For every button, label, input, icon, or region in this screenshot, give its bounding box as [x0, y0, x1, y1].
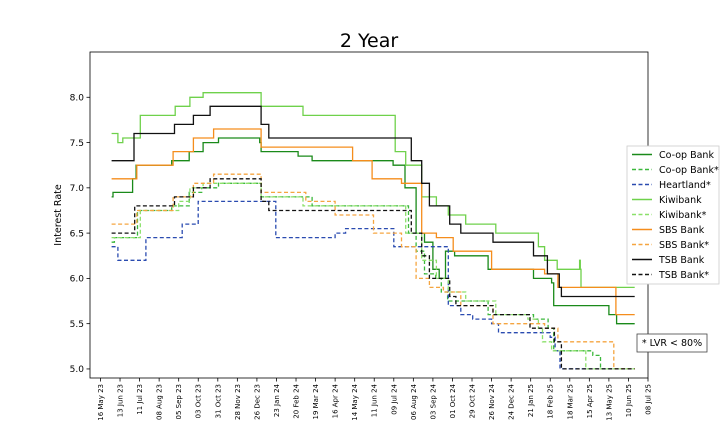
- x-tick-label: 03 Sep 24: [429, 383, 437, 419]
- x-tick-label: 26 Nov 24: [488, 383, 496, 419]
- x-tick-label: 16 May 23: [97, 384, 105, 421]
- y-axis: 5.0 5.5 6.0 6.5 7.0 7.5 8.0: [70, 93, 90, 375]
- x-tick-label: 21 Jan 25: [527, 384, 535, 417]
- x-tick-label: 23 Jan 24: [273, 383, 281, 417]
- x-tick-label: 11 Jun 24: [371, 383, 379, 417]
- x-tick-label: 19 Mar 24: [312, 383, 320, 419]
- note-box: [636, 333, 708, 353]
- x-tick-label: 18 Feb 25: [547, 384, 555, 419]
- series-line-5: [111, 128, 635, 316]
- x-tick-label: 09 Jul 24: [390, 383, 398, 414]
- x-tick-label: 16 Apr 24: [332, 383, 340, 418]
- y-tick-label: 7.0: [70, 184, 85, 194]
- legend[interactable]: Co-op Bank Co-op Bank* Heartland* Kiwibank K…: [626, 145, 720, 285]
- x-tick-label: 01 Oct 24: [449, 383, 457, 418]
- legend-item-label[interactable]: Kiwibank: [659, 195, 702, 206]
- y-tick-label: 7.5: [70, 139, 84, 149]
- x-tick-label: 29 Oct 24: [469, 383, 477, 418]
- series-line-4: [111, 182, 635, 370]
- y-tick-label: 6.0: [70, 275, 85, 285]
- x-tick-label: 08 Jul 25: [645, 384, 653, 415]
- legend-item-label[interactable]: Heartland*: [659, 180, 711, 191]
- y-tick-label: 6.5: [70, 229, 84, 239]
- x-tick-label: 13 May 25: [605, 384, 613, 421]
- legend-item-label[interactable]: SBS Bank: [659, 225, 705, 236]
- y-tick-label: 8.0: [70, 93, 85, 103]
- series-line-8: [111, 178, 635, 370]
- series-line-0: [111, 137, 635, 325]
- x-tick-label: 05 Sep 23: [175, 384, 183, 419]
- legend-item-label[interactable]: Co-op Bank: [659, 150, 714, 161]
- y-tick-label: 5.5: [70, 320, 84, 330]
- series-line-7: [111, 105, 635, 298]
- x-tick-label: 26 Dec 23: [253, 384, 261, 420]
- x-tick-label: 10 Jun 25: [625, 384, 633, 417]
- x-tick-label: 24 Dec 24: [508, 383, 516, 419]
- x-tick-label: 28 Nov 23: [234, 384, 242, 420]
- legend-item-label[interactable]: SBS Bank*: [659, 240, 709, 251]
- legend-item-label[interactable]: TSB Bank: [658, 255, 705, 266]
- x-tick-label: 06 Aug 24: [410, 383, 418, 419]
- lvr-note: * LVR < 80%: [636, 333, 708, 353]
- series-layer: [111, 92, 635, 370]
- x-tick-label: 20 Feb 24: [293, 383, 301, 418]
- legend-item-label[interactable]: Kiwibank*: [659, 210, 707, 221]
- x-tick-label: 13 Jun 23: [117, 384, 125, 417]
- series-line-2: [111, 200, 635, 370]
- y-tick-label: 5.0: [70, 365, 85, 375]
- x-tick-label: 03 Oct 23: [195, 384, 203, 418]
- chart-title: 2 Year: [340, 30, 399, 52]
- note-text: * LVR < 80%: [642, 338, 702, 349]
- x-tick-label: 31 Oct 23: [214, 384, 222, 418]
- x-axis: 16 May 23 13 Jun 23 11 Jul 23 08 Aug 23 05 S…: [97, 378, 653, 421]
- x-tick-label: 11 Jul 23: [136, 384, 144, 415]
- x-tick-label: 14 May 24: [351, 383, 359, 420]
- x-tick-label: 18 Mar 25: [566, 384, 574, 419]
- series-line-6: [111, 173, 635, 370]
- legend-item-label[interactable]: Co-op Bank*: [659, 165, 719, 176]
- y-axis-label: Interest Rate: [53, 184, 64, 246]
- x-tick-label: 08 Aug 23: [156, 384, 164, 420]
- legend-item-label[interactable]: TSB Bank*: [658, 270, 709, 281]
- x-tick-label: 15 Apr 25: [586, 384, 594, 418]
